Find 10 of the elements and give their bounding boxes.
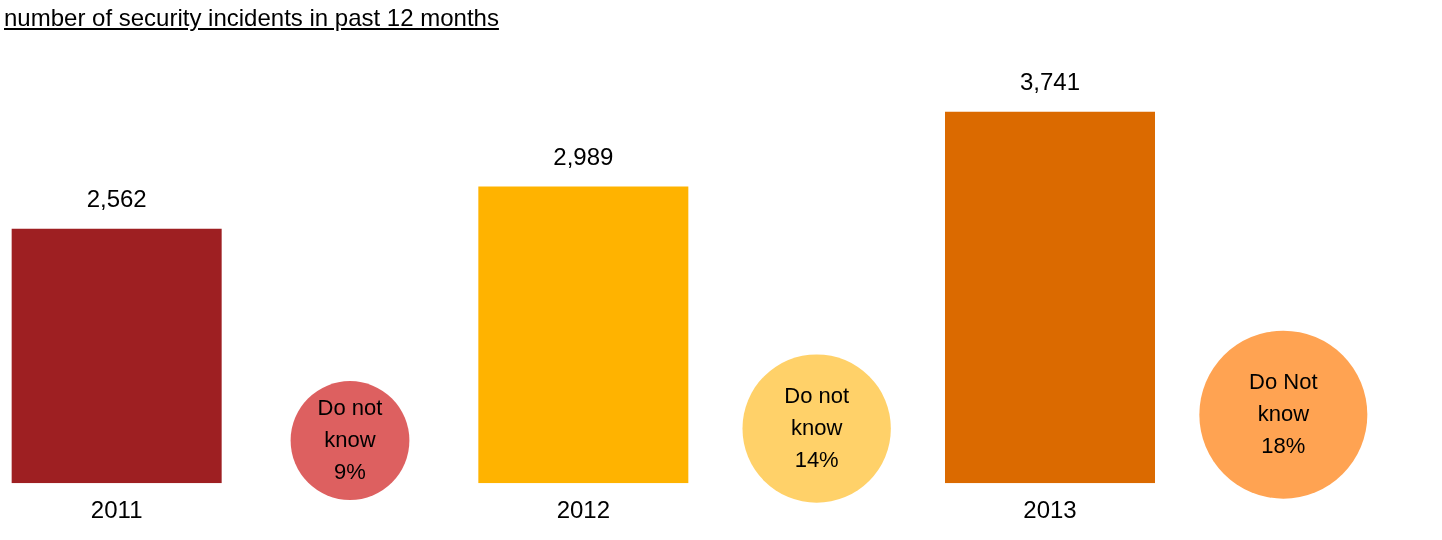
data-label: Do not know 9% bbox=[317, 394, 383, 484]
data-label: 3,741 bbox=[1019, 68, 1081, 96]
data-label: 2,562 bbox=[86, 185, 147, 213]
chart-title: number of security incidents in past 12 months bbox=[3, 3, 500, 33]
x-tick-label: 2013 bbox=[1023, 496, 1077, 524]
data-label: Do Not know 18% bbox=[1249, 368, 1318, 458]
data-label: 2,989 bbox=[553, 143, 614, 171]
data-label: Do not know 14% bbox=[784, 382, 850, 472]
x-tick-label: 2012 bbox=[556, 496, 611, 524]
x-tick-label: 2011 bbox=[90, 496, 143, 524]
